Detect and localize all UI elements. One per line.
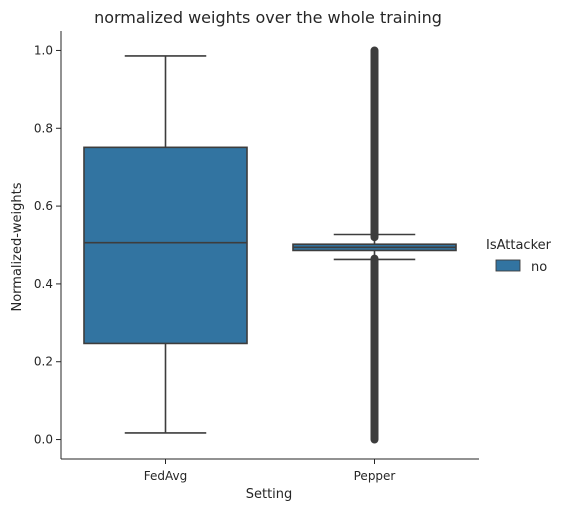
- x-axis-label: Setting: [246, 487, 293, 502]
- y-tick-label: 0.6: [34, 199, 53, 213]
- y-tick-label: 0.2: [34, 355, 53, 369]
- outliers-pepper: [370, 254, 379, 444]
- chart-title: normalized weights over the whole traini…: [94, 8, 442, 27]
- y-axis-label: Normalized-weights: [10, 182, 25, 311]
- legend-label-no: no: [531, 260, 547, 275]
- legend-title: IsAttacker: [486, 238, 552, 253]
- y-tick-label: 0.8: [34, 121, 53, 135]
- y-axis: 0.0 0.2 0.4 0.6 0.8 1.0: [34, 31, 62, 459]
- x-axis: FedAvg Pepper: [61, 458, 479, 483]
- x-tick-label: Pepper: [354, 469, 396, 483]
- legend: IsAttacker no: [486, 238, 552, 275]
- x-tick-label: FedAvg: [144, 469, 187, 483]
- plot-area: [83, 46, 457, 444]
- legend-swatch-no: [495, 259, 521, 272]
- box-fedavg: [83, 146, 248, 345]
- y-tick-label: 0.0: [34, 433, 53, 447]
- y-tick-label: 1.0: [34, 43, 53, 57]
- y-tick-label: 0.4: [34, 277, 53, 291]
- outliers-pepper: [370, 46, 379, 242]
